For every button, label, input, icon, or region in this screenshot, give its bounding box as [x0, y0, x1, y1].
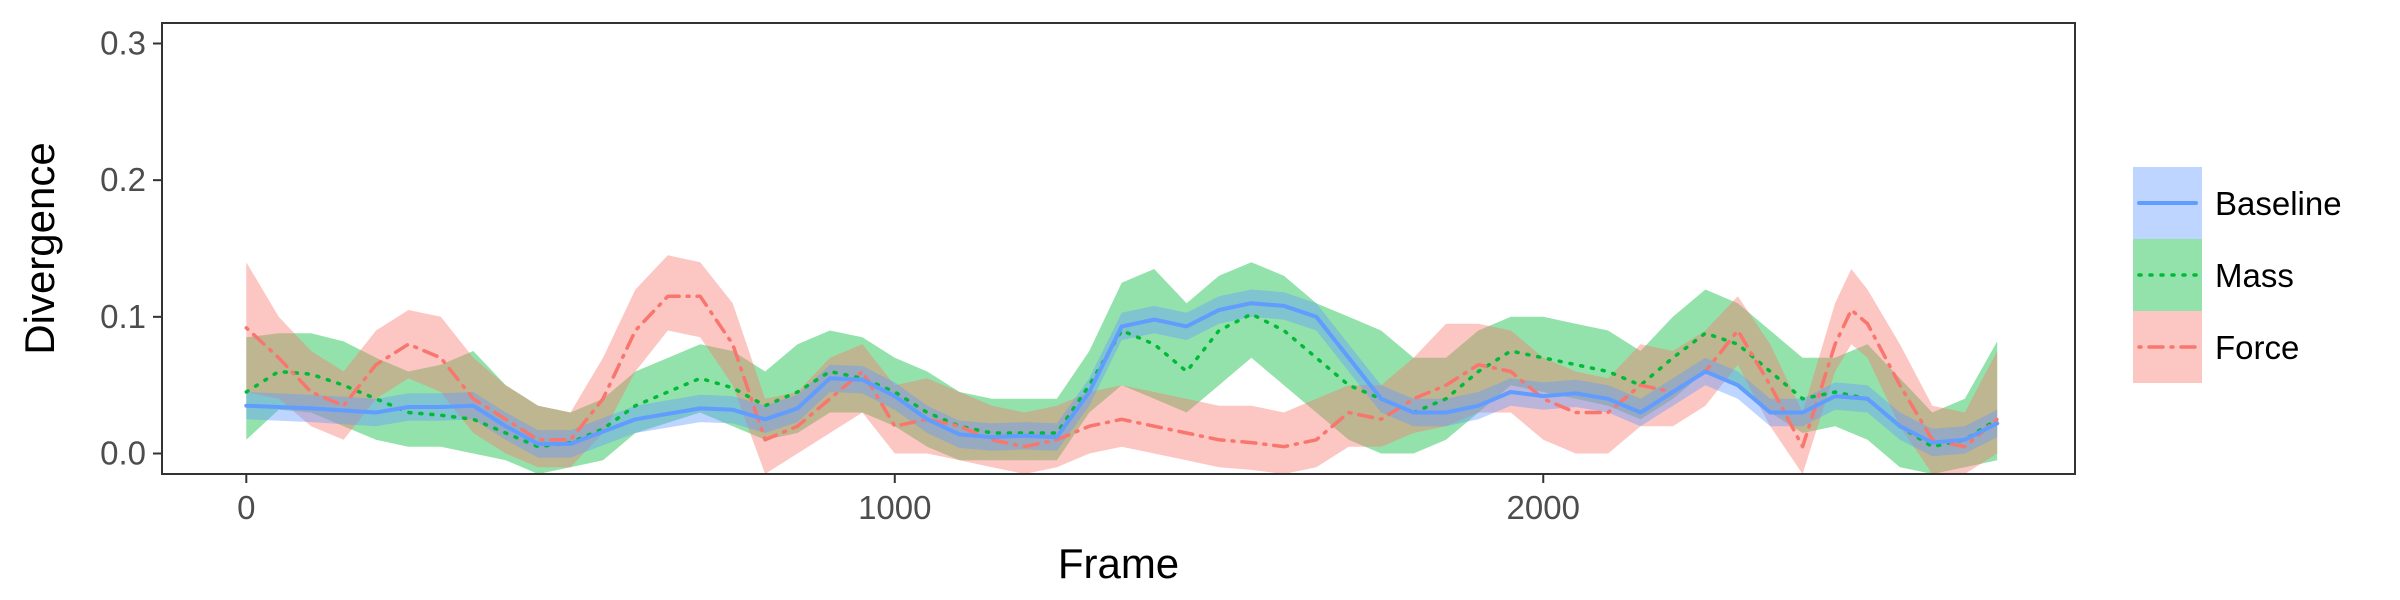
- y-tick-label: 0.1: [100, 298, 146, 335]
- y-tick-label: 0.0: [100, 435, 146, 472]
- band-mass: [246, 262, 1998, 474]
- x-tick-label: 2000: [1507, 489, 1580, 526]
- y-axis: 0.0 0.1 0.2 0.3: [100, 25, 162, 472]
- plot-border: [161, 22, 2076, 475]
- x-axis-title: Frame: [1058, 540, 1179, 587]
- line-baseline: [244, 301, 2000, 446]
- legend-label: Mass: [2215, 257, 2294, 294]
- band-force: [246, 255, 1998, 474]
- x-tick-label: 1000: [858, 489, 931, 526]
- line-force: [244, 294, 1999, 449]
- y-tick-label: 0.3: [100, 25, 146, 62]
- legend-item-mass: Mass: [2133, 239, 2294, 311]
- legend-item-baseline: Baseline: [2133, 167, 2342, 239]
- legend-label: Force: [2215, 329, 2299, 366]
- y-axis-title: Divergence: [16, 142, 63, 354]
- series-lines: [244, 294, 2000, 449]
- confidence-bands: [246, 255, 1998, 474]
- y-tick-label: 0.2: [100, 161, 146, 198]
- x-tick-label: 0: [237, 489, 255, 526]
- legend-key: [2133, 239, 2202, 311]
- legend: Baseline Mass Force: [2133, 167, 2342, 383]
- legend-label: Baseline: [2215, 185, 2342, 222]
- legend-item-force: Force: [2133, 311, 2299, 383]
- x-axis: 0 1000 2000: [237, 474, 1580, 526]
- band-baseline: [246, 289, 1998, 458]
- line-mass: [244, 312, 1999, 449]
